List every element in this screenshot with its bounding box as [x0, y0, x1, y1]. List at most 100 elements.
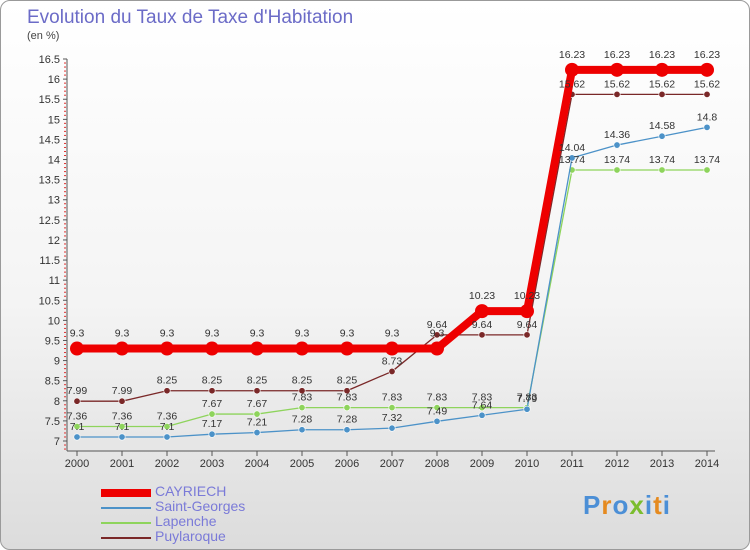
y-minor-tick	[64, 432, 66, 434]
logo-letter: i	[644, 490, 654, 520]
y-minor-tick	[64, 146, 66, 148]
y-minor-tick	[64, 287, 66, 289]
data-point	[73, 433, 81, 441]
y-tick-label: 12.5	[39, 215, 60, 227]
y-minor-tick	[64, 448, 66, 450]
data-point	[478, 331, 486, 339]
y-minor-tick	[64, 207, 66, 209]
data-point	[340, 341, 354, 356]
data-label: 9.3	[115, 328, 130, 340]
y-minor-tick	[64, 175, 66, 177]
y-minor-tick	[64, 110, 66, 112]
y-tick-label: 9	[54, 356, 60, 368]
data-point	[388, 367, 396, 375]
data-point	[523, 331, 531, 339]
y-minor-tick	[64, 428, 66, 430]
data-point	[613, 141, 621, 149]
data-point	[703, 123, 711, 131]
data-label: 13.74	[559, 154, 585, 166]
data-point	[565, 62, 579, 77]
y-minor-tick	[64, 142, 66, 144]
data-label: 8.25	[202, 375, 223, 387]
data-point	[253, 410, 261, 418]
data-label: 16.23	[604, 49, 630, 61]
data-point	[658, 166, 666, 174]
data-point	[253, 429, 261, 437]
data-label: 7.36	[112, 411, 133, 423]
data-point	[568, 154, 576, 162]
y-minor-tick	[64, 215, 66, 217]
data-label: 15.62	[694, 78, 720, 90]
legend-swatch	[101, 537, 151, 539]
y-tick-label: 8	[54, 396, 60, 408]
y-minor-tick	[64, 183, 66, 185]
y-minor-tick	[64, 303, 66, 305]
data-label: 7.1	[115, 421, 130, 433]
data-point	[658, 132, 666, 140]
legend-swatch	[101, 489, 151, 497]
data-label: 8.25	[292, 375, 313, 387]
data-label: 10.23	[514, 290, 540, 302]
data-point	[703, 166, 711, 174]
y-minor-tick	[64, 187, 66, 189]
data-label: 7.83	[292, 392, 313, 404]
series-line-lapenche	[77, 169, 707, 428]
y-minor-tick	[64, 62, 66, 64]
y-minor-tick	[64, 227, 66, 229]
y-minor-tick	[64, 126, 66, 128]
logo-letter: i	[662, 490, 671, 520]
data-point	[73, 397, 81, 405]
chart-title: Evolution du Taux de Taxe d'Habitation	[27, 7, 354, 28]
y-tick-label: 11	[49, 275, 60, 287]
data-label: 9.3	[430, 328, 445, 340]
data-label: 9.64	[427, 319, 448, 331]
y-minor-tick	[64, 444, 66, 446]
y-minor-tick	[64, 372, 66, 374]
y-minor-tick	[64, 114, 66, 116]
data-point	[700, 62, 714, 77]
y-minor-tick	[64, 331, 66, 333]
x-tick-label: 2014	[695, 458, 719, 470]
data-label: 7.99	[112, 385, 133, 397]
data-point	[298, 426, 306, 434]
y-tick-label: 15	[48, 114, 60, 126]
data-point	[523, 405, 531, 413]
data-point	[433, 404, 441, 412]
y-minor-tick	[64, 231, 66, 233]
logo-letter: P	[583, 490, 602, 520]
y-tick-label: 15.5	[39, 94, 60, 106]
y-minor-tick	[64, 364, 66, 366]
data-point	[208, 387, 216, 395]
y-minor-tick	[64, 163, 66, 165]
data-label: 9.3	[295, 328, 310, 340]
y-tick-label: 16.5	[39, 54, 60, 66]
data-label: 16.23	[559, 49, 585, 61]
y-tick-label: 8.5	[45, 376, 60, 388]
data-label: 7.32	[382, 412, 403, 424]
legend-swatch	[101, 507, 151, 509]
data-label: 13.74	[649, 154, 675, 166]
y-minor-tick	[64, 155, 66, 157]
data-label: 9.64	[472, 319, 493, 331]
data-label: 7.49	[427, 405, 448, 417]
legend-label: Lapenche	[155, 513, 217, 529]
data-point	[205, 341, 219, 356]
data-point	[475, 304, 489, 319]
data-label: 9.64	[517, 319, 538, 331]
data-point	[163, 433, 171, 441]
y-minor-tick	[64, 376, 66, 378]
data-point	[430, 341, 444, 356]
y-minor-tick	[64, 307, 66, 309]
data-point	[613, 166, 621, 174]
data-label: 14.36	[604, 129, 630, 141]
y-tick-label: 7	[54, 436, 60, 448]
data-point	[253, 387, 261, 395]
data-label: 7.17	[202, 418, 223, 430]
x-tick-label: 2012	[605, 458, 629, 470]
data-label: 14.04	[559, 142, 585, 154]
y-minor-tick	[64, 356, 66, 358]
data-point	[433, 417, 441, 425]
y-minor-tick	[64, 271, 66, 273]
data-label: 16.23	[649, 49, 675, 61]
